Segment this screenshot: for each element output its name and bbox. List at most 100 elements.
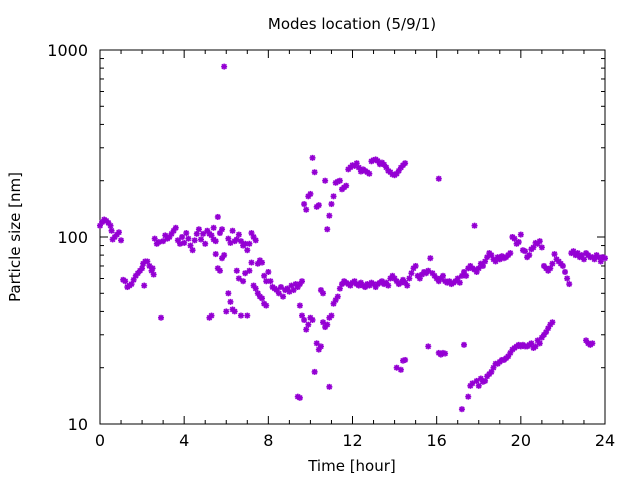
data-point: [309, 316, 316, 323]
data-point: [259, 259, 266, 266]
data-point: [277, 284, 284, 291]
data-point: [303, 206, 310, 213]
data-point: [343, 182, 350, 189]
data-point: [149, 265, 156, 272]
x-tick-label: 24: [595, 431, 615, 450]
chart-title: Modes location (5/9/1): [268, 15, 436, 33]
data-point: [545, 325, 552, 332]
data-point: [328, 312, 335, 319]
data-point: [189, 247, 196, 254]
data-point: [107, 222, 114, 229]
data-point: [309, 154, 316, 161]
data-point: [200, 230, 207, 237]
data-point: [183, 230, 190, 237]
data-point: [334, 293, 341, 300]
data-point: [210, 224, 217, 231]
data-point: [471, 222, 478, 229]
data-point: [210, 236, 217, 243]
data-point: [465, 393, 472, 400]
data-point: [242, 270, 249, 277]
data-point: [139, 265, 146, 272]
x-tick-label: 8: [263, 431, 273, 450]
data-point: [158, 314, 165, 321]
data-point: [602, 255, 608, 262]
data-point: [275, 290, 282, 297]
data-point: [246, 267, 253, 274]
x-tick-label: 16: [426, 431, 446, 450]
data-point: [580, 256, 587, 263]
x-tick-label: 4: [179, 431, 189, 450]
data-point: [223, 308, 230, 315]
data-point: [315, 202, 322, 209]
data-point: [515, 239, 522, 246]
data-point: [412, 262, 419, 269]
data-point: [233, 267, 240, 274]
data-point: [248, 259, 255, 266]
data-point: [439, 272, 446, 279]
data-point: [507, 250, 514, 257]
data-point: [151, 235, 158, 242]
x-tick-label: 0: [95, 431, 105, 450]
data-point: [301, 201, 308, 208]
axis-ticks: [99, 50, 606, 425]
data-point: [229, 227, 236, 234]
data-point: [427, 255, 434, 262]
data-point: [252, 237, 259, 244]
data-point: [303, 326, 310, 333]
data-point: [246, 240, 253, 247]
y-axis-label: Particle size [nm]: [6, 172, 24, 302]
data-point: [240, 278, 247, 285]
data-point: [322, 177, 329, 184]
data-point: [311, 169, 318, 176]
data-point: [108, 227, 115, 234]
data-point: [402, 160, 409, 167]
data-point: [144, 258, 151, 265]
x-tick-label: 12: [342, 431, 362, 450]
data-point: [242, 240, 249, 247]
data-point: [562, 268, 569, 275]
data-point: [547, 265, 554, 272]
data-point: [231, 308, 238, 315]
data-point: [280, 293, 287, 300]
data-point: [330, 193, 337, 200]
data-point: [473, 377, 480, 384]
data-point: [463, 272, 470, 279]
data-point: [313, 340, 320, 347]
data-point: [122, 278, 129, 285]
data-point: [219, 226, 226, 233]
data-point: [328, 201, 335, 208]
data-point: [160, 238, 167, 245]
data-point: [317, 343, 324, 350]
data-point: [475, 265, 482, 272]
y-tick-labels: 10 100 1000: [47, 41, 88, 434]
y-tick-label: 1000: [47, 41, 88, 60]
data-point: [296, 302, 303, 309]
data-point: [235, 231, 242, 238]
data-point: [402, 356, 409, 363]
data-point: [208, 312, 215, 319]
data-point: [458, 406, 465, 413]
data-point: [244, 312, 251, 319]
data-point: [263, 302, 270, 309]
data-point: [146, 262, 153, 269]
y-tick-label: 100: [57, 228, 88, 247]
data-point: [311, 368, 318, 375]
data-point: [366, 170, 373, 177]
data-point: [532, 343, 539, 350]
data-point: [406, 275, 413, 282]
data-point: [326, 383, 333, 390]
data-point: [511, 235, 518, 242]
data-point: [225, 290, 232, 297]
data-point: [517, 231, 524, 238]
data-point: [549, 260, 556, 267]
data-point: [181, 239, 188, 246]
data-point: [536, 340, 543, 347]
data-point: [198, 236, 204, 243]
data-point: [227, 298, 234, 305]
data-point: [237, 312, 244, 319]
data-point: [299, 312, 305, 319]
data-point: [559, 262, 566, 269]
data-point: [549, 319, 556, 326]
data-point: [404, 282, 411, 289]
